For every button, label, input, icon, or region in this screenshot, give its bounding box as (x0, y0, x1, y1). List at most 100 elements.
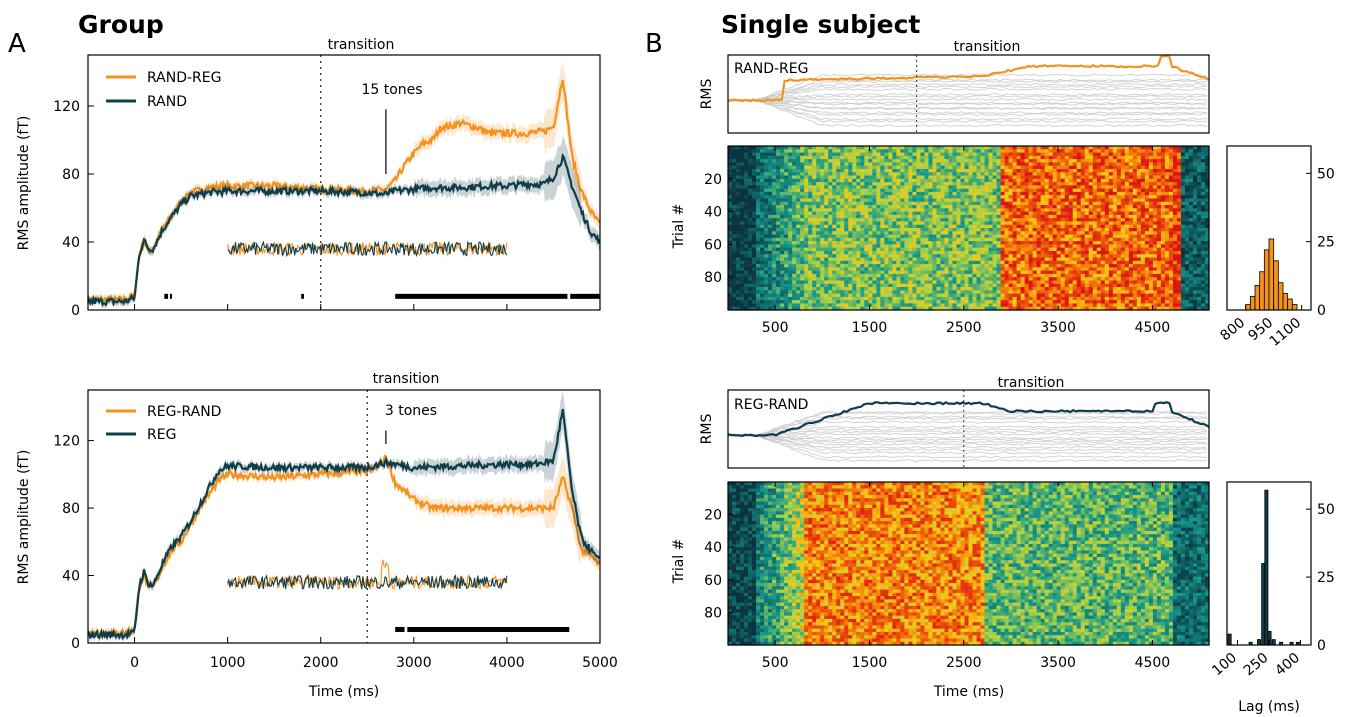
heatmap-cell (1100, 221, 1106, 226)
heatmap-cell (784, 224, 789, 229)
heatmap-cell (800, 237, 805, 242)
heatmap-cell (1140, 198, 1146, 203)
heatmap-cell (1176, 159, 1182, 163)
heatmap-cell (936, 165, 942, 170)
heatmap-cell (1172, 162, 1178, 167)
heatmap-cell (976, 146, 982, 150)
heatmap-cell (900, 162, 905, 167)
heatmap-cell (748, 195, 753, 200)
y-tick-label: 120 (53, 434, 80, 450)
heatmap-cell (1136, 208, 1142, 213)
heatmap-cell (1116, 201, 1122, 206)
heatmap-cell (828, 149, 833, 154)
heatmap-cell (944, 198, 950, 203)
heatmap-cell (736, 208, 741, 213)
heatmap-cell (1072, 182, 1078, 186)
heatmap-cell (964, 221, 970, 226)
heatmap-cell (788, 218, 793, 223)
heatmap-cell (1044, 178, 1050, 183)
heatmap-cell (1104, 191, 1110, 196)
heatmap-cell (1136, 250, 1142, 255)
heatmap-cell (872, 260, 877, 265)
heatmap-cell (796, 168, 801, 173)
heatmap-cell (832, 168, 837, 173)
heatmap-cell (1196, 224, 1202, 229)
heatmap-cell (908, 201, 913, 206)
heatmap-cell (968, 185, 974, 190)
heatmap-cell (800, 244, 805, 249)
heatmap-cell (760, 178, 765, 183)
heatmap-cell (1192, 218, 1198, 223)
heatmap-cell (932, 205, 938, 209)
heatmap-cell (740, 201, 745, 206)
heatmap-cell (1092, 172, 1098, 177)
heatmap-cell (1156, 201, 1162, 206)
heatmap-cell (980, 211, 986, 216)
heatmap-cell (1180, 260, 1186, 265)
heatmap-cell (1036, 208, 1042, 213)
heatmap-cell (1036, 231, 1042, 236)
heatmap-cell (952, 214, 958, 219)
heatmap-cell (1192, 228, 1198, 232)
heatmap-cell (1060, 168, 1066, 173)
heatmap-cell (824, 257, 829, 262)
heatmap-cell (1036, 191, 1042, 196)
heatmap-cell (1176, 244, 1182, 249)
heatmap-cell (984, 195, 990, 200)
heatmap-cell (1016, 231, 1022, 236)
heatmap-cell (1068, 228, 1074, 232)
heatmap-cell (1072, 244, 1078, 249)
heatmap-cell (1048, 208, 1054, 213)
heatmap-cell (816, 257, 821, 262)
heatmap-cell (1172, 149, 1178, 154)
heatmap-cell (960, 182, 966, 186)
heatmap-cell (864, 205, 869, 209)
heatmap-cell (1072, 218, 1078, 223)
heatmap-cell (932, 188, 938, 193)
heatmap-cell (904, 264, 909, 268)
subject-rms-line (727, 54, 1210, 103)
heatmap-cell (1104, 231, 1110, 236)
y-axis-label: RMS amplitude (fT) (16, 450, 32, 585)
heatmap-cell (932, 257, 938, 262)
heatmap-cell (764, 267, 769, 272)
heatmap-cell (972, 168, 978, 173)
heatmap-cell (1192, 257, 1198, 262)
heatmap-cell (864, 175, 869, 180)
heatmap-cell (1132, 155, 1138, 160)
heatmap-cell (900, 146, 905, 150)
heatmap-cell (1120, 221, 1126, 226)
heatmap-cell (836, 159, 841, 163)
heatmap-cell (1100, 149, 1106, 154)
heatmap-cell (912, 244, 917, 249)
heatmap-cell (1020, 182, 1026, 186)
heatmap-cell (1160, 162, 1166, 167)
heatmap-cell (736, 264, 741, 268)
heatmap-cell (1048, 152, 1054, 157)
heatmap-cell (1184, 155, 1190, 160)
heatmap-cell (808, 178, 813, 183)
heatmap-cell (1192, 162, 1198, 167)
heatmap-cell (968, 211, 974, 216)
heatmap-cell (864, 188, 869, 193)
heatmap-cell (1184, 198, 1190, 203)
heatmap-cell (1056, 211, 1062, 216)
heatmap-cell (864, 178, 869, 183)
heatmap-cell (1008, 205, 1014, 209)
heatmap-cell (956, 231, 962, 236)
heatmap-cell (1084, 185, 1090, 190)
heatmap-cell (1036, 198, 1042, 203)
heatmap-cell (1156, 237, 1162, 242)
heatmap-cell (764, 221, 769, 226)
heatmap-cell (1124, 149, 1130, 154)
heatmap-cell (948, 264, 954, 268)
heatmap-cell (840, 244, 845, 249)
heatmap-cell (816, 155, 821, 160)
heatmap-cell (812, 224, 817, 229)
heatmap-cell (788, 257, 793, 262)
heatmap-cell (728, 250, 733, 255)
heatmap-cell (756, 254, 761, 259)
heatmap-cell (984, 162, 990, 167)
heatmap-cell (764, 185, 769, 190)
heatmap-cell (1108, 260, 1114, 265)
